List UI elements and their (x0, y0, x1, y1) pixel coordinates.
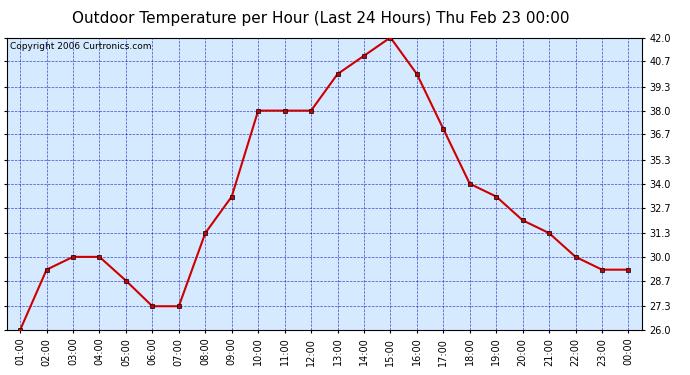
Text: Outdoor Temperature per Hour (Last 24 Hours) Thu Feb 23 00:00: Outdoor Temperature per Hour (Last 24 Ho… (72, 11, 570, 26)
Text: Copyright 2006 Curtronics.com: Copyright 2006 Curtronics.com (10, 42, 152, 51)
